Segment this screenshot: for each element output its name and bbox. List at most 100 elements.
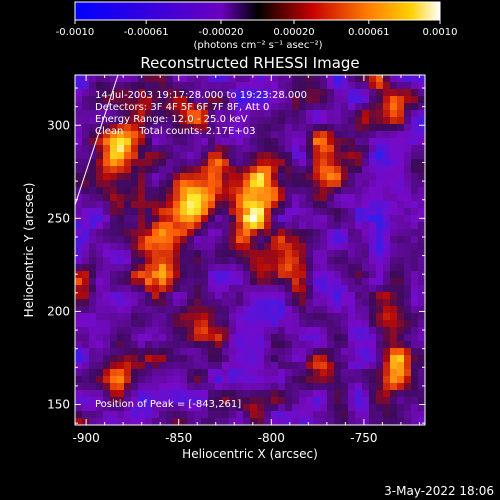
heatmap-cell	[250, 194, 258, 202]
heatmap-cell	[180, 138, 188, 146]
heatmap-cell	[89, 236, 97, 244]
heatmap-cell	[194, 159, 202, 167]
heatmap-cell	[194, 376, 202, 384]
heatmap-cell	[166, 236, 174, 244]
heatmap-cell	[313, 397, 321, 405]
heatmap-cell	[201, 299, 209, 307]
heatmap-cell	[152, 152, 160, 160]
heatmap-cell	[173, 285, 181, 293]
heatmap-cell	[369, 397, 377, 405]
heatmap-cell	[271, 376, 279, 384]
heatmap-cell	[285, 236, 293, 244]
heatmap-cell	[285, 117, 293, 125]
heatmap-cell	[320, 201, 328, 209]
heatmap-cell	[124, 215, 132, 223]
heatmap-cell	[369, 173, 377, 181]
heatmap-cell	[390, 208, 398, 216]
heatmap-cell	[96, 222, 104, 230]
heatmap-cell	[404, 194, 412, 202]
heatmap-cell	[236, 159, 244, 167]
heatmap-cell	[250, 236, 258, 244]
heatmap-cell	[229, 103, 237, 111]
heatmap-cell	[404, 201, 412, 209]
heatmap-cell	[194, 404, 202, 412]
heatmap-cell	[208, 334, 216, 342]
heatmap-cell	[362, 278, 370, 286]
heatmap-cell	[152, 250, 160, 258]
y-tick-label: 250	[47, 211, 70, 225]
heatmap-cell	[208, 236, 216, 244]
heatmap-cell	[390, 320, 398, 328]
heatmap-cell	[96, 173, 104, 181]
heatmap-cell	[404, 299, 412, 307]
heatmap-cell	[264, 257, 272, 265]
heatmap-cell	[355, 362, 363, 370]
heatmap-cell	[264, 201, 272, 209]
heatmap-cell	[390, 75, 398, 83]
heatmap-cell	[264, 138, 272, 146]
heatmap-cell	[201, 117, 209, 125]
heatmap-cell	[306, 327, 314, 335]
heatmap-cell	[103, 145, 111, 153]
heatmap-cell	[222, 145, 230, 153]
heatmap-cell	[222, 299, 230, 307]
heatmap-cell	[306, 404, 314, 412]
heatmap-cell	[124, 411, 132, 419]
colorbar-tick-label: -0.00020	[199, 27, 244, 38]
heatmap-cell	[411, 201, 419, 209]
heatmap-cell	[292, 257, 300, 265]
heatmap-cell	[131, 96, 139, 104]
heatmap-cell	[404, 187, 412, 195]
heatmap-cell	[159, 341, 167, 349]
heatmap-cell	[222, 278, 230, 286]
heatmap-cell	[124, 82, 132, 90]
heatmap-cell	[362, 117, 370, 125]
heatmap-cell	[404, 236, 412, 244]
heatmap-cell	[334, 327, 342, 335]
heatmap-cell	[341, 285, 349, 293]
heatmap-cell	[383, 215, 391, 223]
heatmap-cell	[320, 299, 328, 307]
heatmap-cell	[348, 334, 356, 342]
heatmap-cell	[327, 82, 335, 90]
heatmap-cell	[222, 110, 230, 118]
heatmap-cell	[250, 313, 258, 321]
heatmap-cell	[250, 292, 258, 300]
heatmap-cell	[306, 201, 314, 209]
heatmap-cell	[355, 96, 363, 104]
heatmap-cell	[250, 152, 258, 160]
heatmap-cell	[229, 404, 237, 412]
heatmap-cell	[131, 194, 139, 202]
heatmap-cell	[397, 390, 405, 398]
heatmap-cell	[152, 89, 160, 97]
heatmap-cell	[208, 271, 216, 279]
heatmap-cell	[75, 390, 83, 398]
heatmap-cell	[145, 390, 153, 398]
heatmap-cell	[341, 250, 349, 258]
heatmap-cell	[159, 229, 167, 237]
heatmap-cell	[96, 327, 104, 335]
heatmap-cell	[138, 278, 146, 286]
heatmap-cell	[173, 243, 181, 251]
heatmap-cell	[208, 208, 216, 216]
heatmap-cell	[397, 383, 405, 391]
heatmap-cell	[96, 341, 104, 349]
heatmap-cell	[292, 292, 300, 300]
heatmap-cell	[397, 159, 405, 167]
heatmap-cell	[299, 355, 307, 363]
heatmap-cell	[180, 159, 188, 167]
heatmap-cell	[334, 313, 342, 321]
heatmap-cell	[180, 194, 188, 202]
heatmap-cell	[250, 208, 258, 216]
heatmap-cell	[327, 159, 335, 167]
heatmap-cell	[327, 292, 335, 300]
heatmap-cell	[166, 124, 174, 132]
heatmap-cell	[124, 173, 132, 181]
heatmap-cell	[264, 236, 272, 244]
heatmap-cell	[82, 166, 90, 174]
heatmap-cell	[152, 397, 160, 405]
heatmap-cell	[341, 131, 349, 139]
heatmap-cell	[138, 376, 146, 384]
heatmap-cell	[285, 208, 293, 216]
